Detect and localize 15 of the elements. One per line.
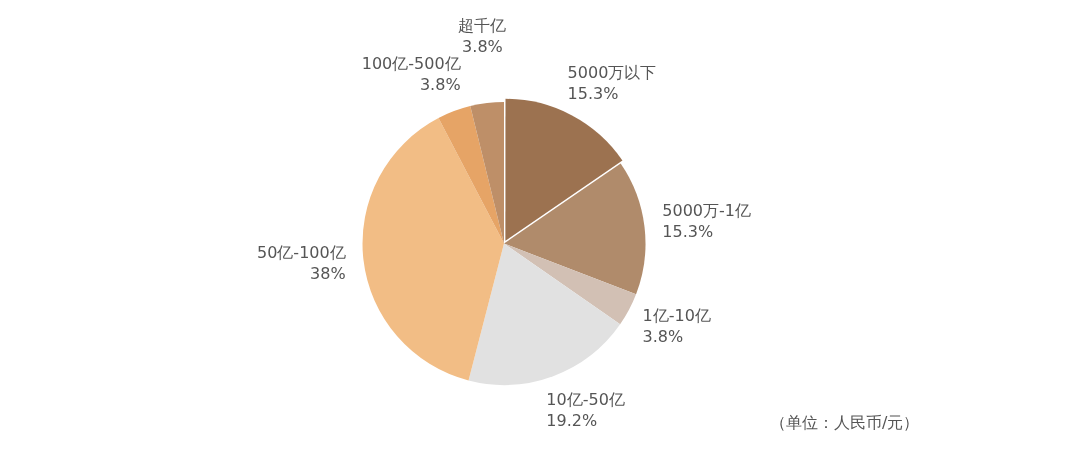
data-label: 3.8%	[419, 75, 461, 95]
data-label: 38%	[310, 263, 346, 283]
data-label: 3.8%	[462, 36, 503, 56]
slice-label: 超千亿	[458, 15, 507, 35]
data-label: 15.3%	[567, 84, 619, 104]
data-label: 19.2%	[546, 411, 598, 431]
slice-label: 5000万以下	[567, 63, 657, 83]
slice-label: 1亿-10亿	[642, 306, 711, 326]
text: （单位：人民币/元）	[770, 413, 920, 434]
slice-label: 50亿-100亿	[256, 242, 346, 262]
slice-label: 100亿-500亿	[361, 54, 461, 74]
data-label: 15.3%	[662, 222, 714, 242]
data-label: 3.8%	[642, 327, 684, 347]
slice-label: 10亿-50亿	[546, 390, 625, 410]
slice-label: 5000万-1亿	[662, 201, 751, 221]
